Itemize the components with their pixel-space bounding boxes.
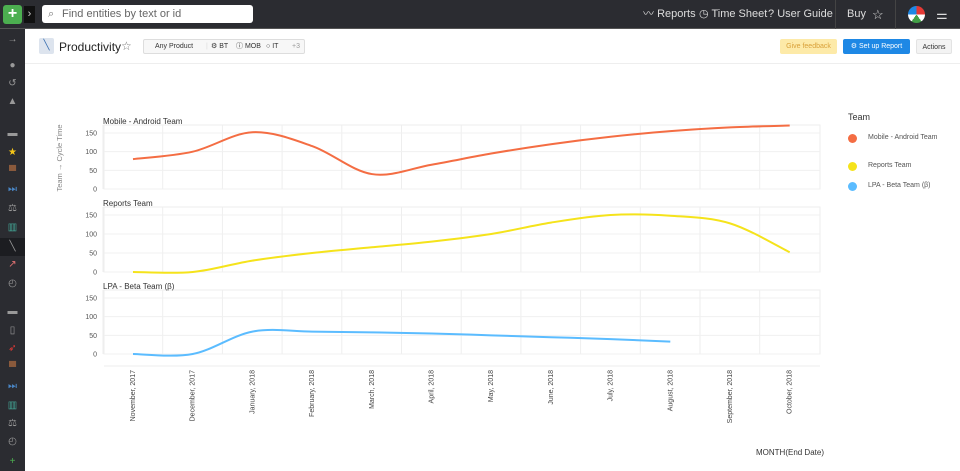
create-button[interactable]: + — [3, 5, 22, 24]
x-tick-label: June, 2018 — [548, 370, 555, 405]
y-tick-label: 50 — [89, 251, 97, 258]
tag-bt[interactable]: ⚙ BT — [211, 43, 229, 50]
panel-title: LPA - Beta Team (β) — [103, 282, 175, 291]
report-icon: ╲ — [39, 38, 54, 54]
x-tick-label: January, 2018 — [249, 370, 256, 414]
report-header: ╲ Productivity ☆ Any Product | ⚙ BT ⓘ MO… — [25, 29, 960, 64]
top-bar: + › ⌕ Find entities by text or id 〰 Repor… — [0, 0, 960, 29]
y-tick-label: 50 — [89, 168, 97, 175]
panel-frame — [103, 124, 821, 190]
bar-chart-icon[interactable]: ▥ — [7, 222, 18, 233]
legend-title: Team — [848, 112, 871, 122]
y-tick-label: 100 — [85, 149, 97, 156]
x-tick-label: December, 2017 — [190, 370, 197, 421]
bell-icon[interactable]: ▲ — [7, 96, 18, 107]
series-line[interactable] — [132, 124, 790, 176]
panel-frame — [103, 289, 821, 355]
x-tick-label: October, 2018 — [787, 370, 794, 414]
series-line[interactable] — [132, 328, 671, 357]
rocket-icon[interactable]: ➶ — [8, 343, 17, 354]
scales-icon[interactable]: ⚖ — [8, 203, 17, 214]
tag-it[interactable]: ○ IT — [266, 43, 279, 50]
y-tick-label: 0 — [93, 270, 97, 277]
user-guide-link[interactable]: ? User Guide — [768, 8, 833, 20]
x-axis-label: MONTH(End Date) — [756, 448, 824, 457]
x-tick-label: September, 2018 — [727, 370, 734, 423]
search-icon: ⌕ — [48, 8, 55, 20]
folder-icon[interactable]: ▬ — [7, 306, 18, 317]
briefcase-icon[interactable]: ▀ — [8, 362, 17, 373]
y-tick-label: 50 — [89, 333, 97, 340]
chart-icon: 〰 — [643, 8, 658, 20]
reports-link[interactable]: 〰 Reports — [643, 8, 696, 20]
line-chart-icon[interactable]: ╲ — [0, 238, 25, 256]
series-line[interactable] — [132, 213, 791, 274]
time-sheet-link[interactable]: ◷ Time Sheet — [699, 8, 768, 20]
briefcase-icon[interactable]: ▀ — [8, 166, 17, 177]
star-icon[interactable]: ★ — [8, 147, 17, 158]
set-up-report-button[interactable]: ⚙ Set up Report — [843, 39, 910, 54]
forward-icon[interactable]: ⏭ — [8, 184, 17, 195]
x-tick-label: May, 2018 — [488, 370, 495, 402]
legend-swatch — [848, 162, 857, 171]
y-tick-label: 100 — [85, 314, 97, 321]
tag-mob[interactable]: ⓘ MOB — [236, 43, 261, 50]
legend-swatch — [848, 134, 857, 143]
search-input[interactable]: ⌕ Find entities by text or id — [42, 5, 253, 23]
filter-bar[interactable]: Any Product | ⚙ BT ⓘ MOB ○ IT +3 — [143, 39, 305, 54]
clock-icon: ◷ — [699, 8, 712, 20]
y-tick-label: 0 — [93, 187, 97, 194]
avatar[interactable] — [908, 6, 925, 23]
panel: 0 50 100 150 Mobile - Android Team — [85, 117, 821, 194]
panel-frame — [103, 206, 821, 273]
actions-button[interactable]: Actions — [916, 39, 952, 54]
page-title: Productivity — [59, 40, 122, 54]
x-tick-label: August, 2018 — [667, 370, 674, 411]
expand-sidebar-button[interactable]: › — [24, 6, 35, 23]
x-tick-label: February, 2018 — [309, 370, 316, 417]
bar-chart-icon[interactable]: ▥ — [7, 400, 18, 411]
give-feedback-button[interactable]: Give feedback — [780, 39, 837, 54]
user-icon[interactable]: ● — [9, 60, 16, 71]
help-icon: ? — [768, 8, 778, 20]
panel-title: Reports Team — [103, 199, 153, 208]
settings-sliders-icon[interactable]: ⚌ — [936, 7, 948, 22]
x-tick-label: March, 2018 — [369, 370, 376, 409]
x-tick-label: July, 2018 — [608, 370, 615, 401]
more-tags[interactable]: +3 — [292, 43, 300, 50]
arrow-right-icon[interactable]: → — [7, 34, 18, 45]
gauge-icon[interactable]: ◴ — [8, 436, 17, 447]
x-tick-label: April, 2018 — [429, 370, 436, 404]
star-icon[interactable]: ☆ — [872, 7, 884, 22]
y-tick-label: 100 — [85, 232, 97, 239]
scales-icon[interactable]: ⚖ — [8, 418, 17, 429]
tablet-icon[interactable]: ▯ — [9, 325, 16, 336]
favorite-star-icon[interactable]: ☆ — [121, 39, 132, 53]
trend-chart-icon[interactable]: ↗ — [8, 259, 17, 270]
gear-icon: ⚙ — [850, 43, 860, 50]
y-tick-label: 150 — [85, 296, 97, 303]
y-tick-label: 150 — [85, 131, 97, 138]
buy-link[interactable]: Buy — [847, 8, 866, 20]
panel-title: Mobile - Android Team — [103, 117, 183, 126]
forward-icon[interactable]: ⏭ — [8, 381, 17, 392]
sidebar: → ● ↺ ▲ ▬ ★ ▀ ⏭ ⚖ ▥ ╲ ↗ ◴ ▬ ▯ ➶ ▀ ⏭ ▥ ⚖ ◴ + — [0, 29, 25, 471]
gauge-icon[interactable]: ◴ — [8, 278, 17, 289]
history-icon[interactable]: ↺ — [8, 78, 17, 89]
y-axis-label: Team → Cycle Time — [55, 124, 64, 191]
folder-icon[interactable]: ▬ — [7, 128, 18, 139]
legend-swatch — [848, 182, 857, 191]
panel: 0 50 100 150 LPA - Beta Team (β) — [85, 282, 821, 359]
plus-icon[interactable]: + — [9, 456, 16, 467]
product-filter[interactable]: Any Product — [155, 43, 194, 50]
y-tick-label: 150 — [85, 213, 97, 220]
y-tick-label: 0 — [93, 352, 97, 359]
panel: 0 50 100 150 Reports Team — [85, 199, 821, 277]
x-tick-label: November, 2017 — [130, 370, 137, 421]
